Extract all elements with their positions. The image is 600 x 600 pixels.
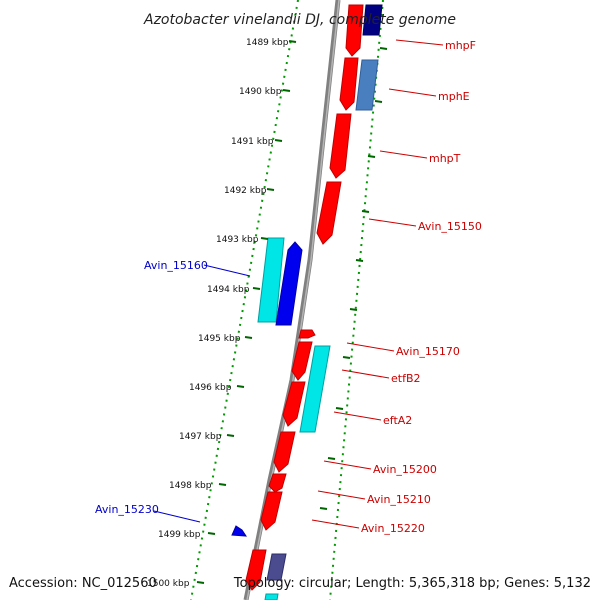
topology-text: Topology: circular; Length: 5,365,318 bp… [233,576,591,591]
gene-arrow-bottom-slate[interactable] [266,553,287,581]
gene-arrow-Avin_15170[interactable] [298,329,316,339]
gene-arrow-mhpT[interactable] [329,113,352,179]
gene-label-mhpT[interactable]: mhpT [429,152,461,165]
gene-arrow-steel[interactable] [355,59,379,111]
gene-label-Avin_15210[interactable]: Avin_15210 [367,493,431,506]
outer-tick-marks [319,47,388,510]
gene-arrow-navy[interactable] [362,4,383,36]
tick-marks [196,40,297,584]
tick-label-1496: 1496 kbp [189,383,232,393]
tick-label-1498: 1498 kbp [169,481,212,491]
tick-label-1500: 1500 kbp [147,579,190,589]
gene-label-mhpF[interactable]: mhpF [445,39,476,52]
gene-label-Avin_15160[interactable]: Avin_15160 [144,259,208,272]
gene-arrow-eftA2[interactable] [282,381,306,427]
gene-arrow-Avin_15210[interactable] [268,473,287,493]
forward-gene-labels: mhpF mphE mhpT Avin_15150 Avin_15170 etf… [361,39,482,535]
tick-label-1491: 1491 kbp [231,137,274,147]
tick-label-1499: 1499 kbp [158,530,201,540]
gene-label-Avin_15230[interactable]: Avin_15230 [95,503,159,516]
gene-label-eftA2[interactable]: eftA2 [383,414,412,427]
gene-arrow-Avin_15150[interactable] [316,181,342,245]
gene-arrow-bottom-cyan[interactable] [264,593,279,600]
tick-label-1494: 1494 kbp [207,285,250,295]
gene-arrow-bottom-red[interactable] [245,549,267,591]
gene-label-Avin_15150[interactable]: Avin_15150 [418,220,482,233]
gene-arrow-mphE[interactable] [339,57,359,111]
gene-label-Avin_15220[interactable]: Avin_15220 [361,522,425,535]
gene-arrow-Avin_15200[interactable] [273,431,296,473]
gene-arrow-Avin_15220[interactable] [260,491,283,531]
gene-label-etfB2[interactable]: etfB2 [391,372,421,385]
tick-labels: 1489 kbp 1490 kbp 1491 kbp 1492 kbp 1493… [147,38,289,589]
gene-label-Avin_15200[interactable]: Avin_15200 [373,463,437,476]
gene-label-Avin_15170[interactable]: Avin_15170 [396,345,460,358]
tick-label-1492: 1492 kbp [224,186,267,196]
forward-leader-lines [311,39,444,529]
gene-arrow-etfB2-red[interactable] [291,341,313,381]
gene-arrow-mhpF[interactable] [345,4,364,57]
gene-arrow-Avin_15160-blue[interactable] [275,241,303,326]
reverse-gene-labels: Avin_15160 Avin_15230 [95,259,208,516]
gene-arrow-etfB2-cyan[interactable] [299,345,331,433]
tick-label-1489: 1489 kbp [246,38,289,48]
gene-arrow-Avin_15230[interactable] [231,525,247,537]
tick-label-1493: 1493 kbp [216,235,259,245]
tick-label-1495: 1495 kbp [198,334,241,344]
tick-label-1497: 1497 kbp [179,432,222,442]
gene-label-mphE[interactable]: mphE [438,90,470,103]
genome-title: Azotobacter vinelandii DJ, complete geno… [143,12,456,28]
accession-text: Accession: NC_012560 [9,576,157,591]
tick-label-1490: 1490 kbp [239,87,282,97]
reverse-leader-lines [153,264,251,523]
outer-tick-track [329,0,384,600]
